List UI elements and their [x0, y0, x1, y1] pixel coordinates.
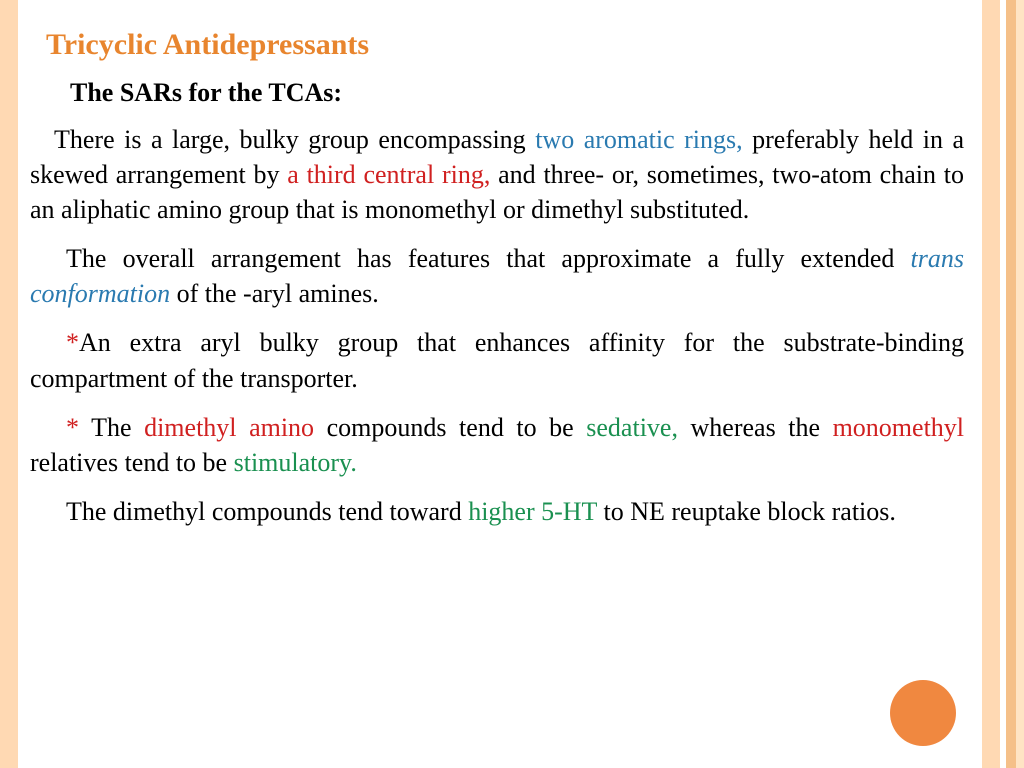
text: There is a large, bulky group encompassi…	[54, 125, 535, 154]
text: An extra aryl bulky group that enhances …	[30, 328, 964, 392]
paragraph-4: * The dimethyl amino compounds tend to b…	[30, 410, 964, 480]
paragraph-2: The overall arrangement has features tha…	[30, 241, 964, 311]
highlight-red: monomethyl	[833, 413, 964, 442]
paragraph-5: The dimethyl compounds tend toward highe…	[30, 494, 964, 529]
slide-subtitle: The SARs for the TCAs:	[70, 78, 964, 108]
slide-title: Tricyclic Antidepressants	[46, 28, 964, 62]
highlight-green: higher 5-HT	[468, 497, 597, 526]
slide-content: Tricyclic Antidepressants The SARs for t…	[30, 28, 964, 748]
text: of the -aryl amines.	[170, 279, 379, 308]
text: to NE reuptake block ratios.	[597, 497, 896, 526]
text: The dimethyl compounds tend toward	[66, 497, 468, 526]
text: relatives tend to be	[30, 448, 234, 477]
highlight-green: sedative,	[586, 413, 678, 442]
right-border-stripes	[982, 0, 1024, 768]
decorative-circle-icon	[890, 680, 956, 746]
bullet-star: *	[66, 413, 79, 442]
text: compounds tend to be	[314, 413, 586, 442]
paragraph-3: *An extra aryl bulky group that enhances…	[30, 325, 964, 395]
text: The overall arrangement has features tha…	[66, 244, 911, 273]
highlight-green: stimulatory.	[234, 448, 357, 477]
stripe	[1006, 0, 1016, 768]
text: The	[79, 413, 144, 442]
stripe	[982, 0, 1000, 768]
highlight-red: dimethyl amino	[144, 413, 314, 442]
bullet-star: *	[66, 328, 79, 357]
left-border-stripe	[0, 0, 18, 768]
paragraph-1: There is a large, bulky group encompassi…	[30, 122, 964, 227]
stripe	[1016, 0, 1024, 768]
highlight-blue: two aromatic rings,	[535, 125, 742, 154]
text: whereas the	[678, 413, 833, 442]
highlight-red: a third central ring,	[287, 160, 490, 189]
